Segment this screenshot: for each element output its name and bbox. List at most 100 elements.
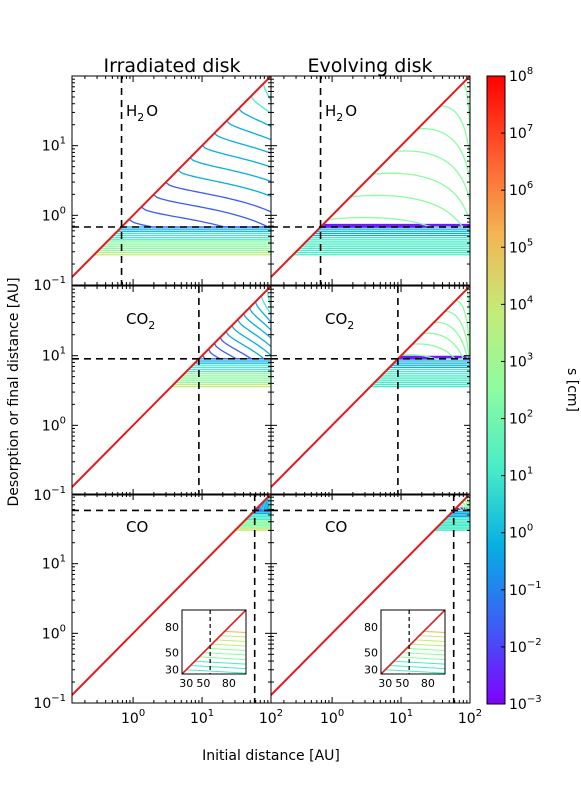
inset-line [415, 639, 445, 642]
x-tick-label-base: 10 [320, 711, 338, 727]
colorbar-tick-label-base: 10 [509, 183, 527, 199]
inset-line [199, 656, 246, 661]
drift-curve [219, 337, 271, 360]
one-to-one-line [271, 76, 470, 278]
colorbar-tick-label: 106 [509, 180, 533, 199]
y-tick-label-exp: 0 [60, 623, 66, 634]
colorbar-tick-label: 103 [509, 351, 533, 370]
panel-frame [270, 75, 471, 286]
y-tick-label-base: 10 [33, 278, 51, 294]
species-label: CO [325, 518, 347, 536]
colorbar-tick-label-base: 10 [509, 697, 527, 713]
y-tick-label-base: 10 [42, 626, 60, 642]
x-tick-label-exp: 0 [338, 708, 344, 719]
drift-curve [466, 288, 470, 347]
drift-curve [243, 313, 271, 339]
colorbar-tick-label: 102 [509, 409, 533, 428]
y-tick-label-exp: 0 [60, 205, 66, 216]
x-tick-label-base: 10 [190, 711, 208, 727]
drift-curve [231, 325, 271, 356]
colorbar-tick-label-exp: 4 [527, 294, 533, 305]
drift-curve [266, 289, 271, 308]
colorbar-tick-label-exp: −3 [527, 694, 542, 705]
x-tick-label: 102 [259, 708, 283, 727]
inset-line [423, 630, 445, 633]
inset-y-tick-label: 50 [364, 647, 378, 660]
y-tick-label: 100 [42, 415, 66, 434]
species-label-main: CO [325, 518, 347, 536]
colorbar-tick-label-exp: −1 [527, 580, 542, 591]
y-axis-label: Desorption or final distance [AU] [6, 277, 22, 506]
x-tick-label: 101 [389, 708, 413, 727]
colorbar-tick-label-base: 10 [509, 354, 527, 370]
colorbar-tick-label-base: 10 [509, 526, 527, 542]
drift-curve [153, 194, 271, 228]
y-tick-label: 101 [42, 136, 66, 155]
y-tick-label: 100 [42, 205, 66, 224]
colorbar-tick-label: 100 [509, 523, 533, 542]
colorbar-tick-label: 10−2 [509, 637, 542, 656]
species-label-main: H [325, 102, 336, 120]
inset-x-tick-label: 30 [378, 677, 392, 690]
column-title-irradiated: Irradiated disk [104, 55, 241, 77]
panel-frame [270, 285, 471, 496]
one-to-one-line [72, 286, 271, 488]
colorbar-tick-label-exp: 7 [527, 123, 533, 134]
inset-line [194, 660, 246, 665]
drift-curve [433, 321, 470, 360]
species-label-main: CO [126, 518, 148, 536]
inset-line [419, 635, 445, 638]
colorbar-tick-label-exp: 3 [527, 351, 533, 362]
colorbar-tick-label-exp: −2 [527, 637, 542, 648]
panel-frame [270, 493, 471, 704]
colorbar: 10810710610510410310210110010−110−210−3 … [486, 66, 580, 713]
colorbar-tick-label: 107 [509, 123, 533, 142]
species-label-sub: 2 [347, 319, 354, 332]
species-label: H2 O [325, 102, 357, 124]
drift-curve [165, 181, 271, 213]
y-tick-label-exp: 1 [60, 554, 66, 565]
y-tick-label-exp: −1 [51, 275, 66, 286]
inset-line [220, 635, 246, 638]
drift-curve [214, 132, 271, 154]
x-tick-label: 100 [320, 708, 344, 727]
x-tick-label-exp: 1 [407, 708, 413, 719]
one-to-one-line [72, 494, 271, 696]
drift-curve [226, 120, 271, 141]
panel-H2O-evolving: H2 O [270, 75, 471, 286]
drift-curve [440, 105, 470, 161]
x-tick-label-base: 10 [259, 711, 277, 727]
drift-curve [249, 307, 271, 331]
drift-curve [238, 107, 271, 127]
y-tick-label: 101 [42, 346, 66, 365]
y-tick-label: 100 [42, 623, 66, 642]
drift-curve [237, 319, 271, 348]
drift-curve [262, 83, 271, 101]
x-tick-label-base: 10 [389, 711, 407, 727]
y-tick-label-exp: 1 [60, 136, 66, 147]
inset-line [224, 630, 246, 633]
species-label-sub: 2 [336, 111, 343, 124]
drift-curve [412, 343, 470, 360]
one-to-one-line [72, 76, 271, 278]
x-tick-label-exp: 0 [139, 708, 145, 719]
colorbar-tick-label: 104 [509, 294, 533, 313]
drift-curve [254, 301, 271, 323]
inset-line [406, 647, 445, 652]
inset-line [398, 656, 445, 661]
inset-plot-area [381, 610, 445, 674]
drift-curve [213, 342, 271, 360]
one-to-one-line [271, 286, 470, 488]
colorbar-tick-label: 10−1 [509, 580, 542, 599]
inset-line [216, 639, 246, 642]
x-tick-label: 100 [121, 708, 145, 727]
x-axis-label: Initial distance [AU] [202, 748, 340, 764]
y-tick-label: 101 [42, 554, 66, 573]
drift-curve [417, 127, 470, 182]
